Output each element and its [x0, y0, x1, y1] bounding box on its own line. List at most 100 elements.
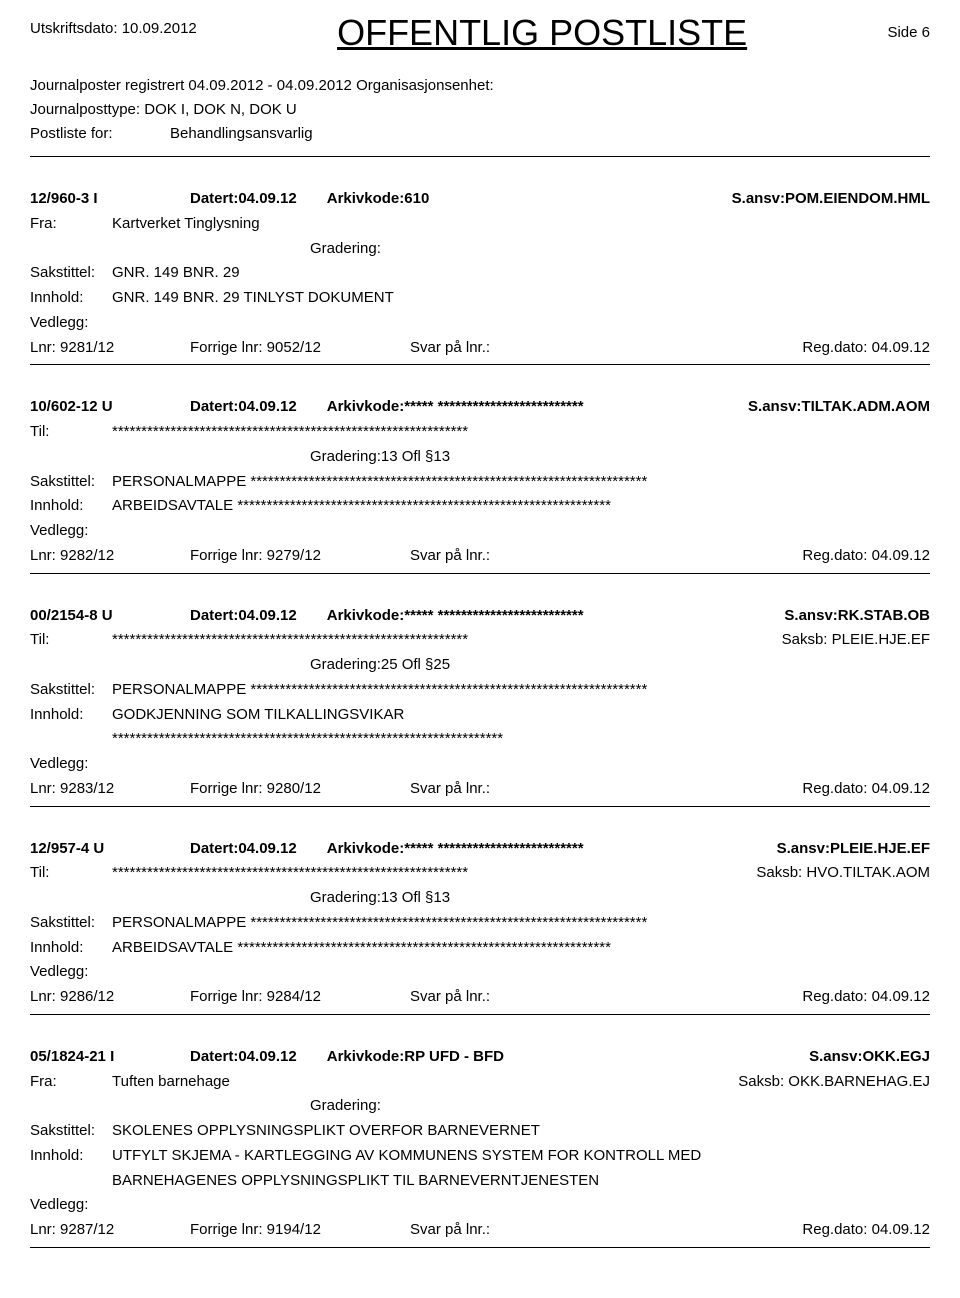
lnr-line: Lnr: 9282/12Forrige lnr: 9279/12Svar på … — [30, 544, 930, 569]
journal-entry: 05/1824-21 IDatert: 04.09.12Arkivkode: R… — [30, 1045, 930, 1248]
vedlegg-label: Vedlegg: — [30, 752, 112, 777]
lnr-line: Lnr: 9287/12Forrige lnr: 9194/12Svar på … — [30, 1218, 930, 1243]
gradering-value: 13 Ofl §13 — [381, 886, 450, 911]
datert-value: 04.09.12 — [238, 395, 296, 420]
arkivkode-label: Arkivkode: — [327, 604, 405, 629]
sakstittel-label: Sakstittel: — [30, 678, 112, 703]
print-date-value: 10.09.2012 — [122, 20, 197, 37]
sansv: S.ansv:RK.STAB.OB — [784, 604, 930, 629]
innhold-line: Innhold:ARBEIDSAVTALE ******************… — [30, 936, 930, 961]
gradering-line: Gradering: — [30, 237, 930, 262]
gradering-label: Gradering: — [310, 886, 381, 911]
main-title: OFFENTLIG POSTLISTE — [197, 12, 888, 54]
arkivkode-value: ***** ************************* — [404, 395, 583, 420]
postliste-label: Postliste for: — [30, 122, 170, 146]
journal-entry: 12/957-4 UDatert: 04.09.12Arkivkode: ***… — [30, 837, 930, 1015]
party-line: Fra:Tuften barnehageSaksb: OKK.BARNEHAG.… — [30, 1070, 930, 1095]
page-header: Utskriftsdato: 10.09.2012 OFFENTLIG POST… — [30, 20, 930, 54]
gradering-line: Gradering: — [30, 1094, 930, 1119]
gradering-label: Gradering: — [310, 1094, 381, 1119]
regdato: Reg.dato: 04.09.12 — [802, 1218, 930, 1243]
lnr-line: Lnr: 9283/12Forrige lnr: 9280/12Svar på … — [30, 777, 930, 802]
party-value: Tuften barnehage — [112, 1070, 738, 1095]
case-id: 12/957-4 U — [30, 837, 190, 862]
innhold-line2: ****************************************… — [30, 727, 930, 752]
sakstittel-value: SKOLENES OPPLYSNINGSPLIKT OVERFOR BARNEV… — [112, 1119, 930, 1144]
party-label: Til: — [30, 420, 112, 445]
entry-header-line: 00/2154-8 UDatert: 04.09.12Arkivkode: **… — [30, 604, 930, 629]
header-divider — [30, 156, 930, 157]
sansv: S.ansv:TILTAK.ADM.AOM — [748, 395, 930, 420]
case-id: 12/960-3 I — [30, 187, 190, 212]
lnr: Lnr: 9283/12 — [30, 777, 190, 802]
innhold-label: Innhold: — [30, 286, 112, 311]
sakstittel-value: GNR. 149 BNR. 29 — [112, 261, 930, 286]
innhold-line: Innhold:UTFYLT SKJEMA - KARTLEGGING AV K… — [30, 1144, 930, 1169]
vedlegg-line: Vedlegg: — [30, 311, 930, 336]
vedlegg-label: Vedlegg: — [30, 311, 112, 336]
print-date: Utskriftsdato: 10.09.2012 — [30, 20, 197, 37]
saksb: Saksb: OKK.BARNEHAG.EJ — [738, 1070, 930, 1095]
forrige-lnr: Forrige lnr: 9052/12 — [190, 336, 410, 361]
sakstittel-value: PERSONALMAPPE **************************… — [112, 678, 930, 703]
sakstittel-value: PERSONALMAPPE **************************… — [112, 911, 930, 936]
arkivkode-value: ***** ************************* — [404, 837, 583, 862]
sakstittel-label: Sakstittel: — [30, 1119, 112, 1144]
reg-label: Journalposter registrert — [30, 74, 184, 98]
party-line: Til:************************************… — [30, 628, 930, 653]
lnr: Lnr: 9287/12 — [30, 1218, 190, 1243]
case-id: 05/1824-21 I — [30, 1045, 190, 1070]
party-label: Fra: — [30, 1070, 112, 1095]
svar-pa-lnr: Svar på lnr.: — [410, 777, 690, 802]
gradering-line: Gradering: 13 Ofl §13 — [30, 445, 930, 470]
forrige-lnr: Forrige lnr: 9280/12 — [190, 777, 410, 802]
lnr-line: Lnr: 9281/12Forrige lnr: 9052/12Svar på … — [30, 336, 930, 361]
sakstittel-line: Sakstittel:PERSONALMAPPE ***************… — [30, 911, 930, 936]
datert-label: Datert: — [190, 187, 238, 212]
sakstittel-label: Sakstittel: — [30, 470, 112, 495]
lnr: Lnr: 9281/12 — [30, 336, 190, 361]
party-line: Til:************************************… — [30, 420, 930, 445]
vedlegg-line: Vedlegg: — [30, 519, 930, 544]
entry-divider — [30, 573, 930, 574]
arkivkode-value: ***** ************************* — [404, 604, 583, 629]
journal-entry: 12/960-3 IDatert: 04.09.12Arkivkode: 610… — [30, 187, 930, 365]
print-date-label: Utskriftsdato: — [30, 20, 118, 37]
vedlegg-line: Vedlegg: — [30, 960, 930, 985]
page-value: 6 — [922, 24, 930, 41]
innhold-line: Innhold:ARBEIDSAVTALE ******************… — [30, 494, 930, 519]
datert-value: 04.09.12 — [238, 604, 296, 629]
innhold-value: GNR. 149 BNR. 29 TINLYST DOKUMENT — [112, 286, 930, 311]
sakstittel-line: Sakstittel:PERSONALMAPPE ***************… — [30, 678, 930, 703]
innhold-line: Innhold:GNR. 149 BNR. 29 TINLYST DOKUMEN… — [30, 286, 930, 311]
forrige-lnr: Forrige lnr: 9194/12 — [190, 1218, 410, 1243]
arkivkode-label: Arkivkode: — [327, 187, 405, 212]
datert-value: 04.09.12 — [238, 837, 296, 862]
innhold-value: UTFYLT SKJEMA - KARTLEGGING AV KOMMUNENS… — [112, 1144, 930, 1169]
sakstittel-value: PERSONALMAPPE **************************… — [112, 470, 930, 495]
party-line: Til:************************************… — [30, 861, 930, 886]
datert-label: Datert: — [190, 604, 238, 629]
sakstittel-label: Sakstittel: — [30, 911, 112, 936]
case-id: 10/602-12 U — [30, 395, 190, 420]
innhold-value: ARBEIDSAVTALE **************************… — [112, 494, 930, 519]
vedlegg-line: Vedlegg: — [30, 752, 930, 777]
datert-label: Datert: — [190, 1045, 238, 1070]
arkivkode-label: Arkivkode: — [327, 837, 405, 862]
postliste-value: Behandlingsansvarlig — [170, 122, 313, 146]
innhold-line2: BARNEHAGENES OPPLYSNINGSPLIKT TIL BARNEV… — [30, 1169, 930, 1194]
sansv: S.ansv:OKK.EGJ — [809, 1045, 930, 1070]
gradering-label: Gradering: — [310, 237, 381, 262]
regdato: Reg.dato: 04.09.12 — [802, 777, 930, 802]
entry-divider — [30, 364, 930, 365]
vedlegg-label: Vedlegg: — [30, 960, 112, 985]
svar-pa-lnr: Svar på lnr.: — [410, 1218, 690, 1243]
svar-pa-lnr: Svar på lnr.: — [410, 985, 690, 1010]
sakstittel-line: Sakstittel:SKOLENES OPPLYSNINGSPLIKT OVE… — [30, 1119, 930, 1144]
innhold-value: GODKJENNING SOM TILKALLINGSVIKAR — [112, 703, 930, 728]
vedlegg-label: Vedlegg: — [30, 1193, 112, 1218]
party-label: Til: — [30, 861, 112, 886]
page-number: Side 6 — [887, 24, 930, 41]
arkivkode-value: RP UFD - BFD — [404, 1045, 504, 1070]
datert-value: 04.09.12 — [238, 187, 296, 212]
